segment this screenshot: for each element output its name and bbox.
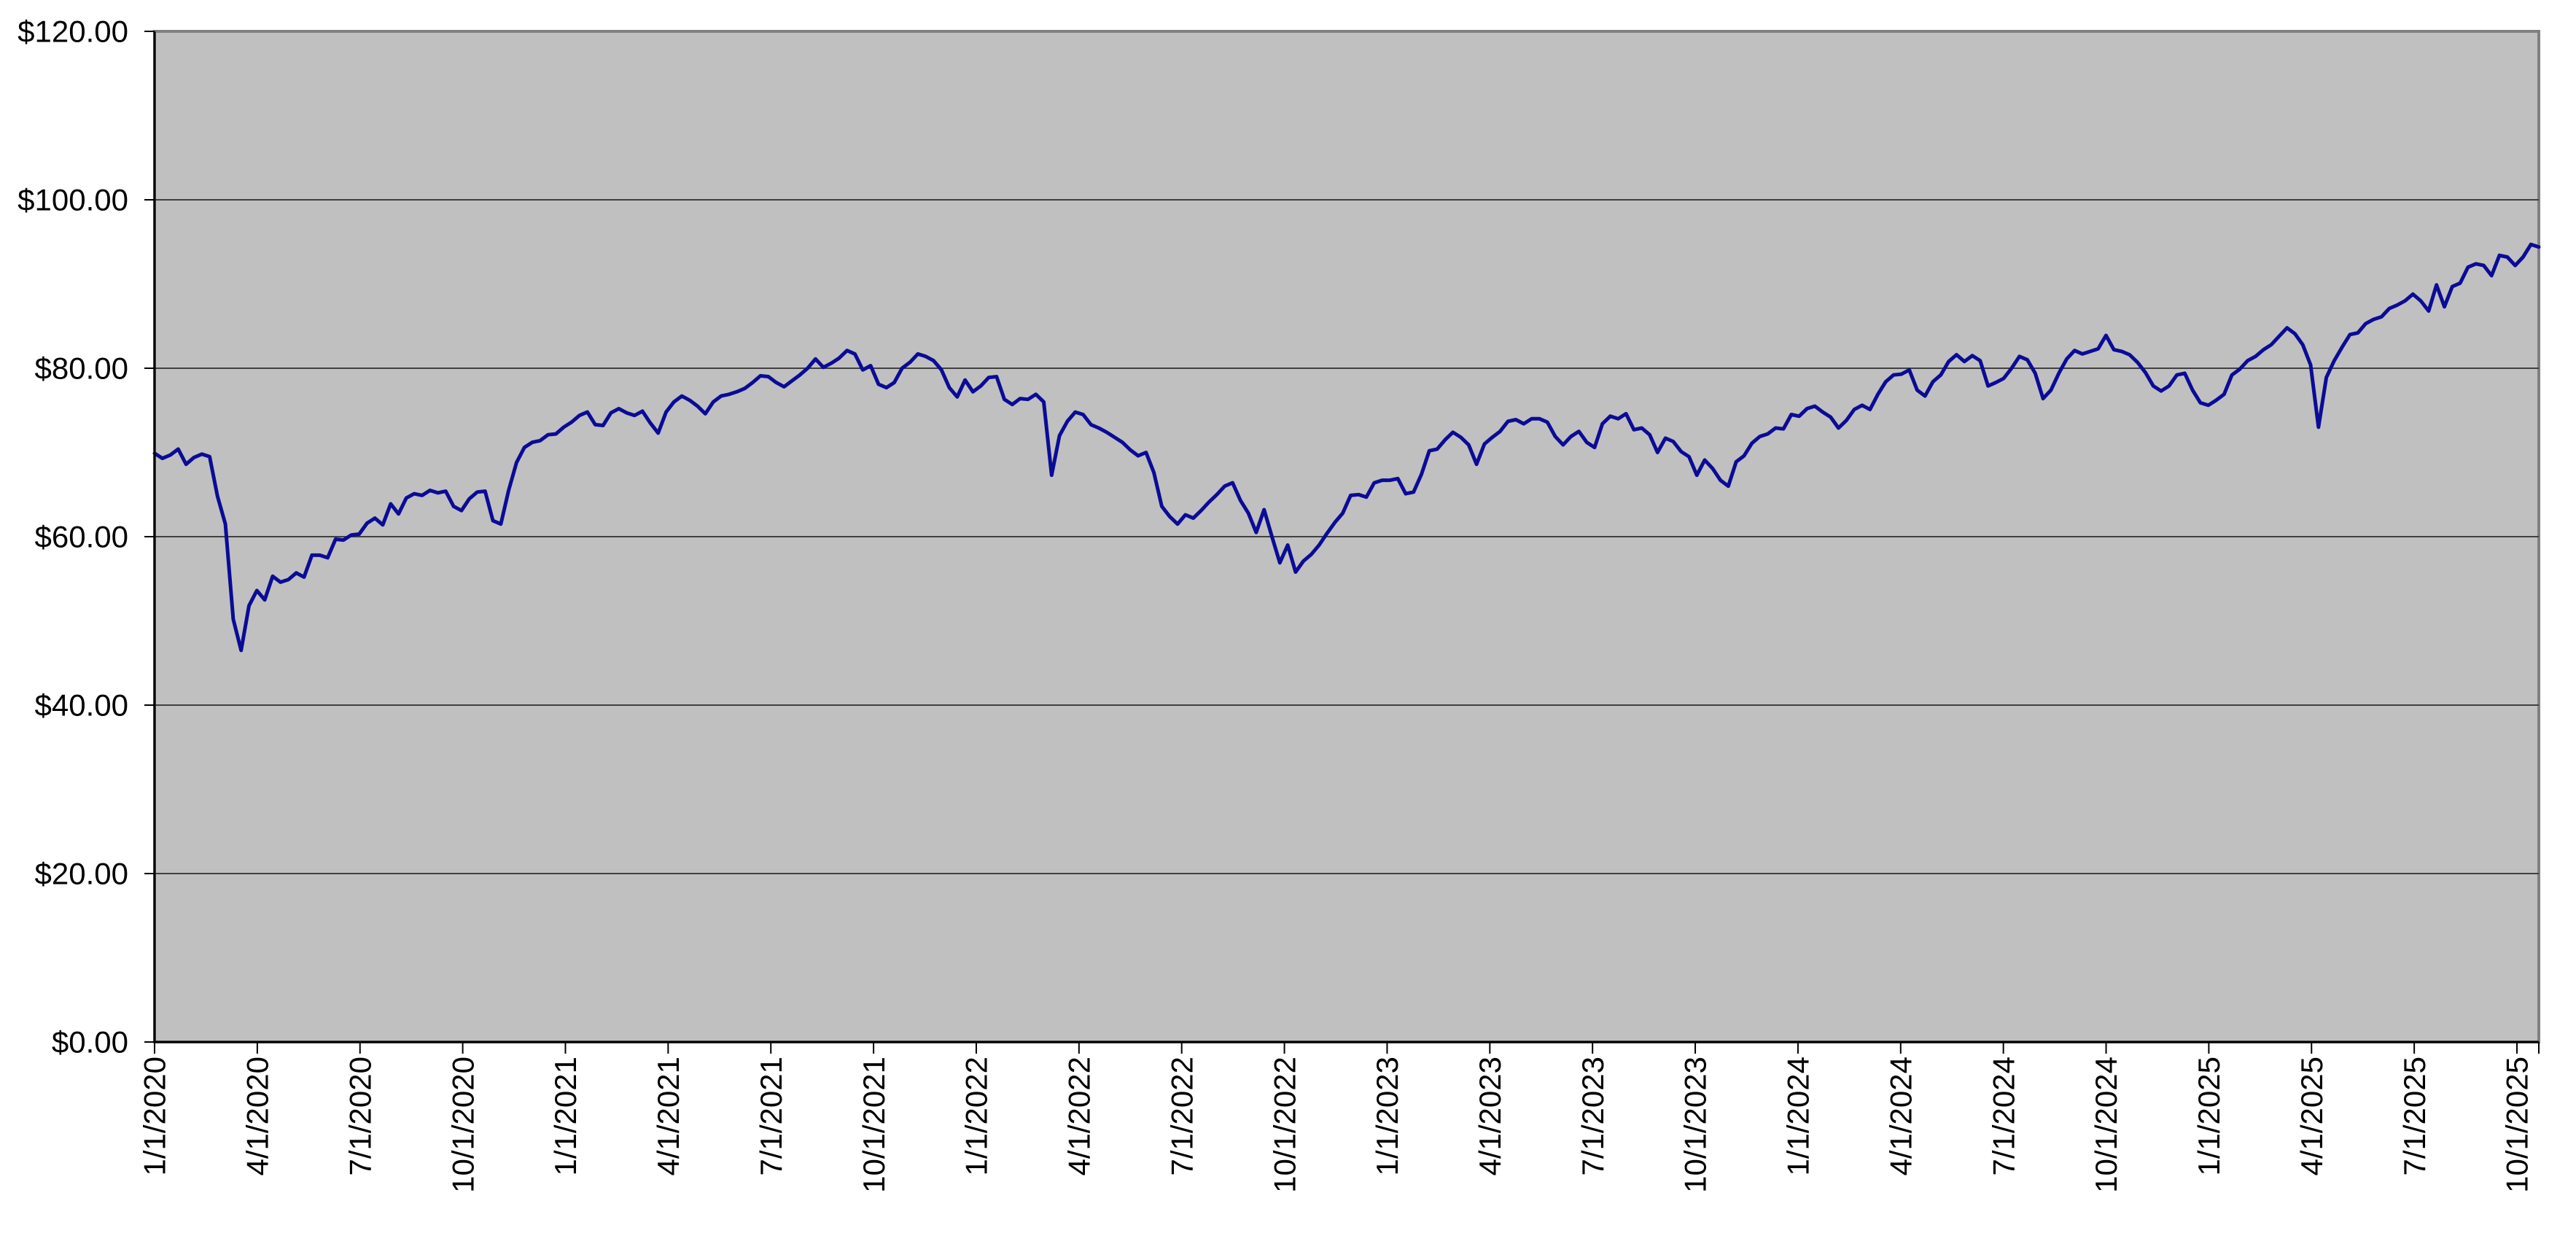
- x-tick-label: 1/1/2023: [1370, 1057, 1404, 1176]
- y-tick-label: $20.00: [35, 857, 128, 891]
- x-tick-label: 7/1/2022: [1164, 1057, 1199, 1176]
- y-tick-label: $60.00: [35, 520, 128, 554]
- y-tick-label: $40.00: [35, 688, 128, 723]
- x-tick-label: 10/1/2020: [445, 1057, 480, 1193]
- y-tick-label: $80.00: [35, 351, 128, 386]
- y-tick-label: $120.00: [17, 15, 128, 49]
- x-tick-label: 4/1/2021: [651, 1057, 685, 1176]
- x-tick-label: 7/1/2024: [1986, 1057, 2020, 1176]
- x-tick-label: 4/1/2020: [241, 1057, 275, 1176]
- x-tick-label: 7/1/2023: [1576, 1057, 1610, 1176]
- price-line: [152, 242, 2541, 653]
- x-tick-label: 10/1/2023: [1678, 1057, 1713, 1193]
- x-tick-label: 10/1/2022: [1267, 1057, 1301, 1193]
- x-tick-label: 4/1/2023: [1473, 1057, 1507, 1176]
- x-tick-label: 10/1/2025: [2500, 1057, 2534, 1193]
- x-tick-label: 1/1/2025: [2192, 1057, 2226, 1176]
- x-tick-label: 4/1/2022: [1062, 1057, 1097, 1176]
- x-tick-label: 4/1/2024: [1883, 1057, 1918, 1176]
- x-tick-label: 4/1/2025: [2295, 1057, 2329, 1176]
- x-tick-label: 1/1/2022: [960, 1057, 994, 1176]
- x-tick-label: 1/1/2024: [1781, 1057, 1816, 1176]
- x-tick-label: 7/1/2025: [2397, 1057, 2432, 1176]
- y-tick-label: $0.00: [52, 1025, 128, 1059]
- x-tick-label: 7/1/2020: [343, 1057, 377, 1176]
- x-tick-label: 1/1/2021: [548, 1057, 583, 1176]
- x-tick-label: 10/1/2021: [857, 1057, 891, 1193]
- x-tick-label: 7/1/2021: [754, 1057, 788, 1176]
- x-tick-label: 1/1/2020: [138, 1057, 172, 1176]
- y-tick-label: $100.00: [17, 183, 128, 217]
- x-tick-label: 10/1/2024: [2089, 1057, 2123, 1193]
